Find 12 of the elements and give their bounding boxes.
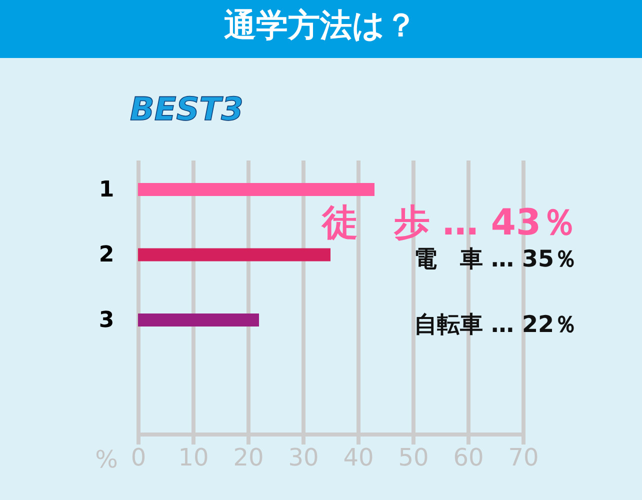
y-tick-label: 3 xyxy=(98,308,114,333)
bar xyxy=(138,313,259,326)
data-label: 徒 歩 … 43％ xyxy=(320,202,577,244)
data-label: 電 車 … 35％ xyxy=(414,246,577,273)
chart-title: 通学方法は？ xyxy=(224,6,417,44)
bar xyxy=(138,182,374,196)
y-tick-label: 1 xyxy=(98,177,114,202)
chart-subtitle: BEST3 xyxy=(130,90,244,128)
bar xyxy=(138,248,330,262)
data-label: 自転車 … 22％ xyxy=(414,312,577,338)
x-axis-title: % xyxy=(95,446,118,474)
y-tick-label: 2 xyxy=(98,242,114,268)
